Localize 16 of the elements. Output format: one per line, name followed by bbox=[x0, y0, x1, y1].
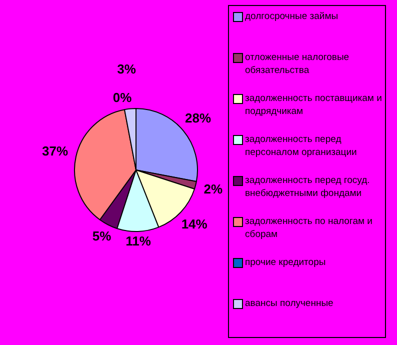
legend-label: задолженность перед персоналом организации bbox=[245, 133, 358, 159]
legend-label: задолженность поставщикам и подрядчикам bbox=[245, 92, 383, 118]
text: 0% bbox=[112, 90, 132, 105]
legend-label: отложенные налоговые обязательства bbox=[245, 51, 350, 77]
data-label: 3% bbox=[117, 62, 136, 77]
data-label: 28% bbox=[185, 110, 212, 126]
legend-label: задолженность по налогам и сборам bbox=[245, 215, 374, 241]
data-label: 37% bbox=[42, 143, 69, 158]
data-label: 5% bbox=[92, 228, 112, 244]
legend-label: задолженность перед госуд. внебюджетными фондами bbox=[245, 174, 371, 200]
data-label: 11% bbox=[126, 233, 152, 248]
legend-label: авансы полученные bbox=[245, 297, 334, 310]
data-label: 14% bbox=[181, 216, 208, 232]
legend-label: прочие кредиторы bbox=[245, 256, 326, 269]
legend-label: долгосрочные займы bbox=[245, 10, 338, 23]
data-label: 2% bbox=[204, 181, 224, 196]
